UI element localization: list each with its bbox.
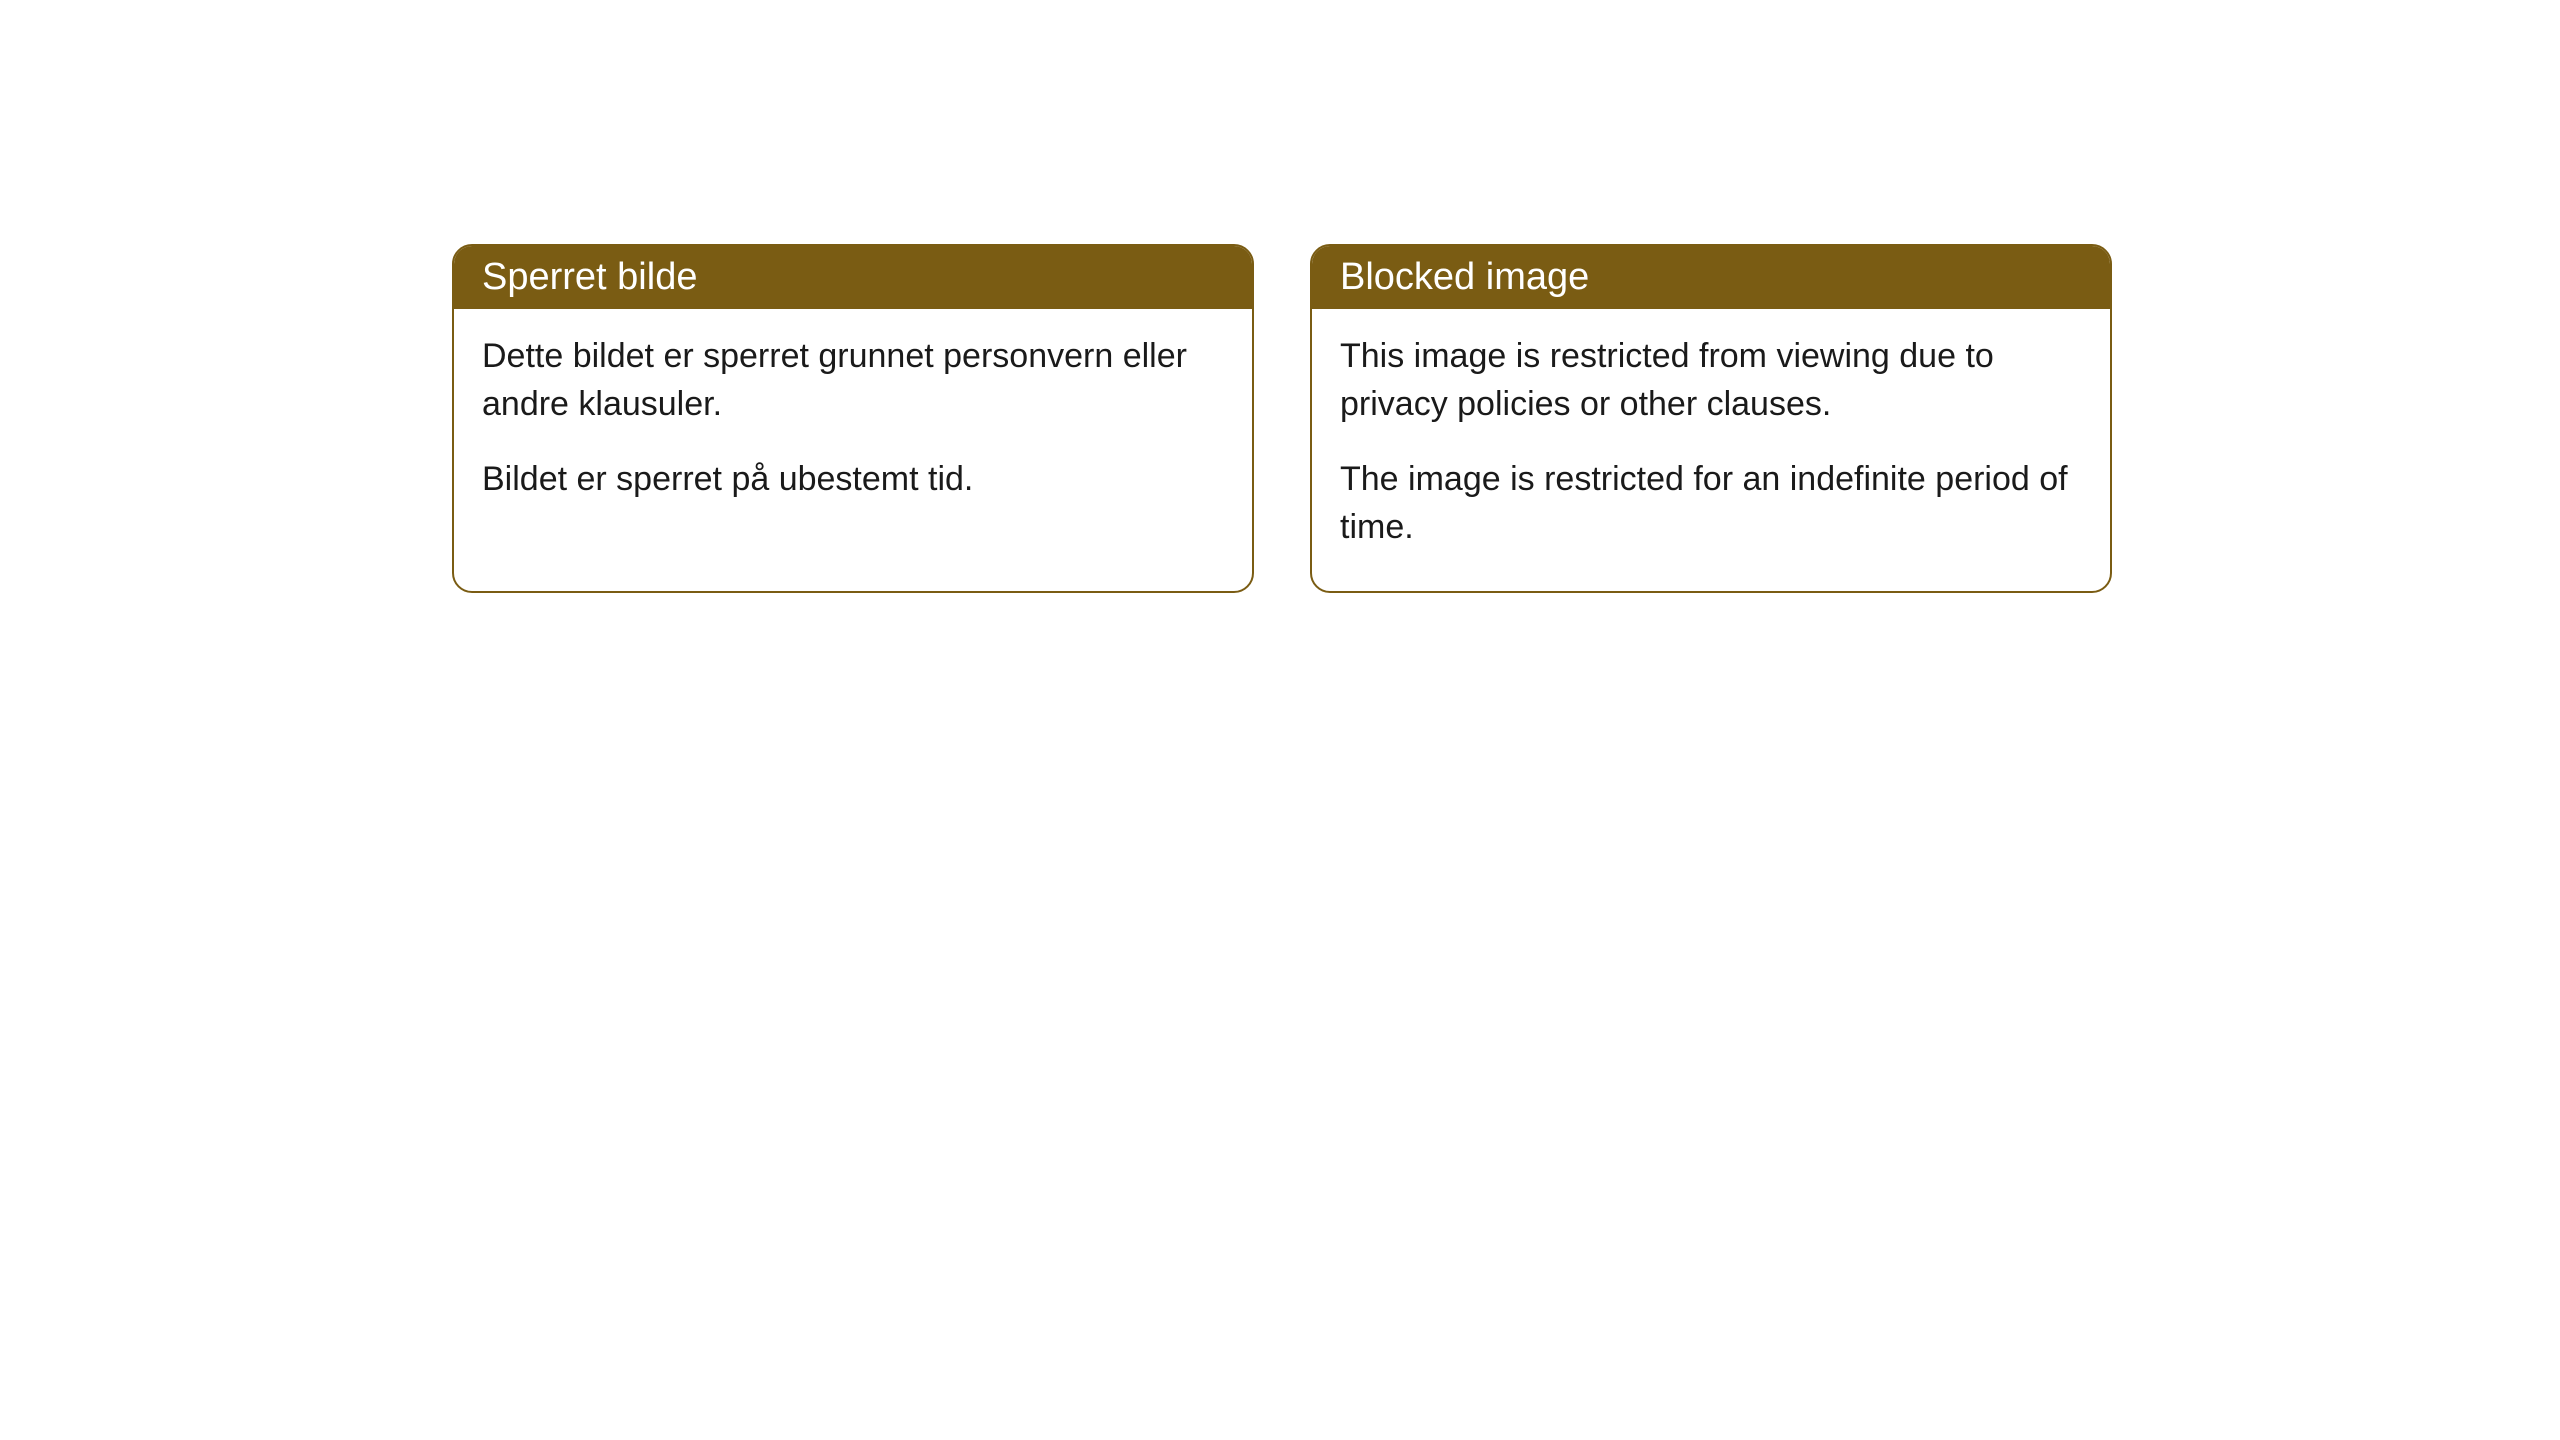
cards-container: Sperret bilde Dette bildet er sperret gr… — [452, 244, 2560, 593]
card-header-english: Blocked image — [1312, 246, 2110, 309]
card-paragraph-1-norwegian: Dette bildet er sperret grunnet personve… — [482, 333, 1224, 428]
card-norwegian: Sperret bilde Dette bildet er sperret gr… — [452, 244, 1254, 593]
card-body-norwegian: Dette bildet er sperret grunnet personve… — [454, 309, 1252, 544]
card-paragraph-2-norwegian: Bildet er sperret på ubestemt tid. — [482, 456, 1224, 504]
card-paragraph-2-english: The image is restricted for an indefinit… — [1340, 456, 2082, 551]
card-english: Blocked image This image is restricted f… — [1310, 244, 2112, 593]
card-body-english: This image is restricted from viewing du… — [1312, 309, 2110, 591]
card-header-norwegian: Sperret bilde — [454, 246, 1252, 309]
card-paragraph-1-english: This image is restricted from viewing du… — [1340, 333, 2082, 428]
